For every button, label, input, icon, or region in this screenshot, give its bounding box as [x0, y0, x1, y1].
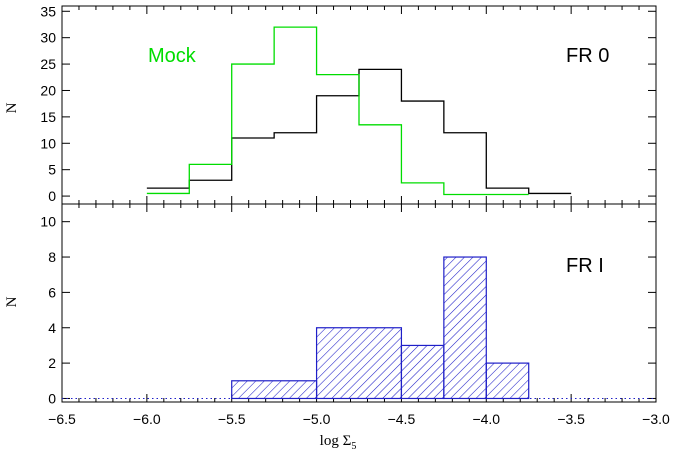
x-tick-label: −6.0 [133, 411, 161, 427]
top-panel: 0 5 10 15 20 25 30 35 [40, 3, 657, 205]
x-tick-label: −6.5 [48, 411, 76, 427]
bottom-y-axis-title: N [4, 296, 20, 307]
top-y-tick-label: 20 [40, 82, 56, 98]
x-tick-label: −4.5 [388, 411, 416, 427]
x-tick-label: −3.0 [642, 411, 670, 427]
fr0-label: FR 0 [566, 45, 609, 67]
mock-histogram-line [146, 26, 529, 196]
top-y-tick-label: 0 [48, 188, 56, 204]
top-y-axis-title: N [4, 102, 20, 113]
top-y-tick-label: 10 [40, 135, 56, 151]
x-tick-label: −3.5 [557, 411, 585, 427]
x-tick-label: −5.5 [218, 411, 246, 427]
bottom-panel: 0 2 4 6 8 10 −6.5 −6.0 −5.5 −5.0 −4.5 −4.0 −3.5 −3.0 [40, 203, 670, 427]
x-axis-title-main: log Σ [320, 433, 352, 449]
top-y-tick-label: 15 [40, 109, 56, 125]
bottom-y-tick-label: 0 [48, 390, 56, 406]
fr-i-bar [443, 256, 487, 400]
x-axis-title: log Σ5 [320, 433, 357, 452]
bottom-y-tick-label: 2 [48, 355, 56, 371]
top-y-tick-label: 5 [48, 162, 56, 178]
bottom-plot-frame [61, 203, 657, 403]
x-tick-label: −5.0 [303, 411, 331, 427]
x-tick-label: −4.0 [472, 411, 500, 427]
fr-i-bar [485, 362, 530, 400]
top-y-tick-label: 25 [40, 56, 56, 72]
top-y-tick-label: 35 [40, 3, 56, 19]
top-y-tick-label: 30 [40, 30, 56, 46]
fr1-label: FR I [566, 255, 604, 277]
bottom-y-tick-label: 8 [48, 249, 56, 265]
fr-i-bar [315, 327, 403, 400]
fr-i-bar [231, 380, 318, 400]
x-axis-title-subscript: 5 [351, 441, 356, 452]
mock-label: Mock [148, 45, 197, 67]
bottom-y-tick-label: 4 [48, 320, 56, 336]
fr-i-bar [400, 344, 445, 400]
bottom-y-tick-label: 6 [48, 284, 56, 300]
bottom-y-tick-label: 10 [40, 214, 56, 230]
